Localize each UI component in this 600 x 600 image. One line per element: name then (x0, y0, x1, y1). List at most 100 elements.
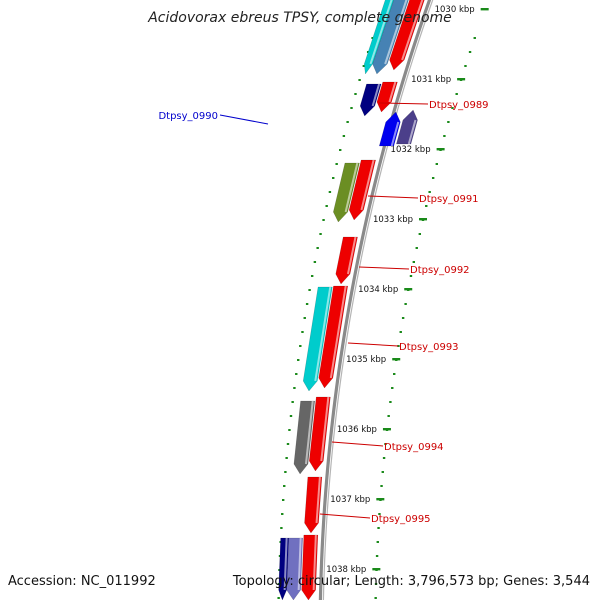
scale-dot (374, 597, 377, 599)
tick-mark (392, 358, 401, 361)
scale-dot (371, 37, 374, 39)
leader-line (367, 195, 419, 199)
gene-arrow[interactable] (302, 286, 333, 392)
gene-arrow[interactable] (396, 109, 418, 145)
gene-arrow[interactable] (278, 537, 289, 600)
scale-dot (381, 471, 384, 473)
scale-dot (391, 387, 394, 389)
gene-arrow[interactable] (378, 111, 401, 147)
gene-arrow-shine (369, 0, 393, 65)
gene-arrow-shine (407, 119, 417, 145)
gene-arrow-shine (390, 121, 400, 147)
gene-arrow-body (293, 400, 316, 475)
gene-arrow-shine (297, 537, 302, 591)
scale-dot (375, 555, 379, 557)
gene-label-dtpsy_0989[interactable]: Dtpsy_0989 (378, 100, 489, 111)
gene-arrow-shine (388, 81, 397, 103)
scale-dot (404, 303, 407, 305)
gene-label-dtpsy_0995[interactable]: Dtpsy_0995 (319, 513, 431, 525)
gene-arrow[interactable] (286, 537, 303, 600)
gene-label-dtpsy_0992[interactable]: Dtpsy_0992 (358, 265, 470, 276)
scale-dot (399, 331, 402, 333)
scale-dot (409, 275, 413, 277)
scale-dot (447, 121, 450, 123)
tick-mark (419, 218, 428, 221)
scale-dot (286, 443, 290, 445)
tick-mark (382, 428, 391, 431)
scale-dot (291, 401, 294, 403)
gene-arrow[interactable] (309, 396, 331, 472)
gene-arrow-body (309, 396, 331, 472)
gene-arrow[interactable] (293, 400, 316, 475)
leader-line (378, 102, 429, 105)
gene-arrow[interactable] (333, 162, 360, 223)
leader-line (347, 342, 399, 347)
scale-dot (301, 331, 304, 333)
scale-dot (322, 219, 325, 221)
scale-dot (366, 51, 370, 53)
gene-label-dtpsy_0990[interactable]: Dtpsy_0990 (158, 111, 269, 125)
gene-arrow[interactable] (304, 476, 323, 534)
gene-arrow-shine (401, 0, 424, 61)
gene-arrow[interactable] (301, 534, 319, 600)
scale-dot (280, 527, 283, 529)
scale-dot (455, 93, 458, 95)
scale-dot (451, 107, 454, 109)
leader-line (358, 266, 410, 270)
scale-dot (339, 149, 342, 151)
tick-mark (372, 568, 381, 571)
gene-arrow[interactable] (335, 236, 358, 285)
scale-dot (443, 135, 446, 137)
gene-label-text: Dtpsy_0990 (158, 111, 218, 122)
gene-arrow-body (378, 111, 401, 147)
scale-dot (468, 51, 472, 53)
scale-dot (435, 163, 438, 165)
tick-label: 1031 kbp (411, 75, 451, 85)
gene-layer (278, 0, 428, 600)
scale-dot (289, 415, 293, 417)
gene-arrow[interactable] (359, 83, 382, 117)
gene-arrow-shine (283, 537, 288, 591)
gene-label-dtpsy_0994[interactable]: Dtpsy_0994 (331, 441, 444, 453)
gene-arrow[interactable] (318, 285, 349, 389)
scale-dot (350, 107, 353, 109)
gene-label-text: Dtpsy_0993 (399, 342, 459, 353)
scale-dot (389, 401, 392, 403)
scale-dot (305, 303, 309, 305)
gene-arrow-shine (347, 236, 357, 275)
gene-arrow-shine (314, 286, 332, 382)
gene-arrow[interactable] (372, 0, 412, 75)
gene-arrow-shine (315, 476, 321, 524)
tick-mark (376, 498, 385, 501)
genome-backbone (318, 0, 432, 600)
gene-arrow[interactable] (348, 159, 376, 221)
scale-dot (374, 583, 378, 585)
gene-arrow[interactable] (363, 0, 397, 75)
gene-arrow-shine (344, 162, 359, 213)
gene-label-dtpsy_0991[interactable]: Dtpsy_0991 (367, 194, 479, 205)
scale-dot (358, 79, 361, 81)
scale-dot (382, 457, 386, 459)
gene-label-dtpsy_0993[interactable]: Dtpsy_0993 (347, 342, 459, 353)
gene-arrow-shine (371, 83, 381, 107)
gene-arrow-body (396, 109, 418, 145)
gene-arrow[interactable] (389, 0, 428, 71)
gene-label-text: Dtpsy_0995 (371, 514, 431, 525)
tick-layer: 1030 kbp 1031 kbp 1032 kbp 1033 kbp 1034 kbp… (277, 5, 489, 599)
scale-dot (401, 317, 405, 319)
tick-label: 1032 kbp (391, 145, 431, 155)
scale-dot (418, 233, 422, 235)
tick-label: 1037 kbp (330, 495, 370, 505)
scale-dot (342, 135, 346, 137)
scale-dot (412, 261, 416, 263)
scale-dot (415, 247, 418, 249)
scale-dot (299, 345, 302, 347)
scale-dot (285, 457, 288, 459)
tick-label: 1030 kbp (435, 5, 475, 15)
scale-dot (281, 513, 284, 515)
tick-label: 1035 kbp (346, 355, 386, 365)
tick-mark (457, 78, 466, 81)
gene-arrow-body (302, 286, 333, 392)
gene-arrow[interactable] (376, 81, 398, 113)
